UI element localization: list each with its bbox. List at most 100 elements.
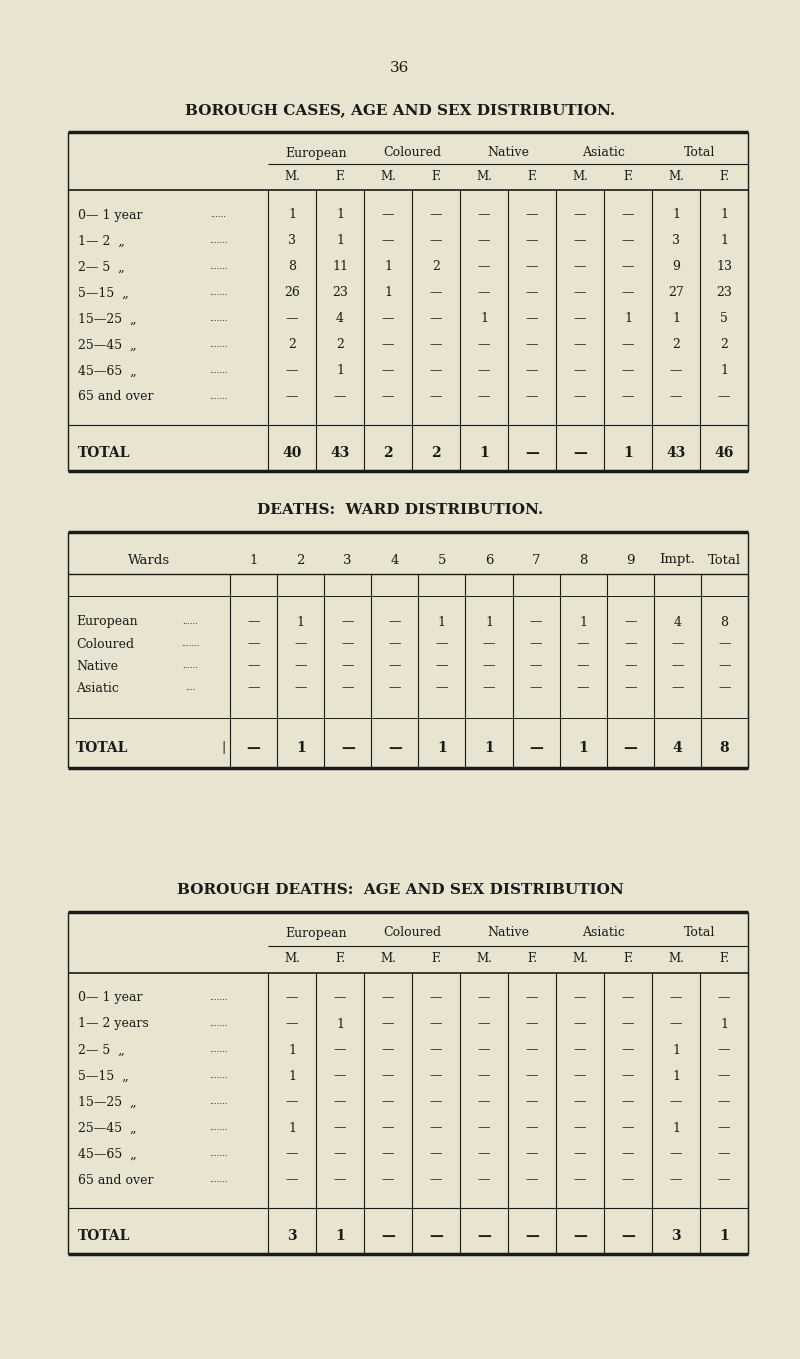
- Text: —: —: [622, 390, 634, 404]
- Text: F.: F.: [335, 953, 345, 965]
- Text: —: —: [526, 338, 538, 352]
- Text: —: —: [334, 1070, 346, 1083]
- Text: —: —: [526, 1121, 538, 1135]
- Text: —: —: [382, 235, 394, 247]
- Text: —: —: [718, 390, 730, 404]
- Text: ......: ......: [182, 662, 198, 670]
- Text: —: —: [670, 364, 682, 378]
- Text: 26: 26: [284, 287, 300, 299]
- Text: 5—15  „: 5—15 „: [78, 1070, 129, 1083]
- Text: —: —: [430, 1147, 442, 1161]
- Text: —: —: [526, 364, 538, 378]
- Text: —: —: [574, 208, 586, 222]
- Text: M.: M.: [476, 953, 492, 965]
- Text: .......: .......: [209, 993, 227, 1002]
- Text: 1: 1: [336, 364, 344, 378]
- Text: —: —: [624, 616, 637, 628]
- Text: 0— 1 year: 0— 1 year: [78, 208, 142, 222]
- Text: 7: 7: [532, 553, 540, 567]
- Text: F.: F.: [623, 953, 633, 965]
- Text: Asiatic: Asiatic: [76, 681, 119, 694]
- Text: —: —: [286, 1018, 298, 1030]
- Text: —: —: [526, 1147, 538, 1161]
- Text: —: —: [525, 446, 539, 459]
- Text: 13: 13: [716, 261, 732, 273]
- Text: —: —: [478, 338, 490, 352]
- Text: —: —: [334, 1174, 346, 1186]
- Text: Total: Total: [684, 147, 716, 159]
- Text: Native: Native: [487, 927, 529, 939]
- Text: ....: ....: [185, 684, 195, 692]
- Text: —: —: [574, 390, 586, 404]
- Text: 3: 3: [287, 1229, 297, 1243]
- Text: —: —: [478, 1121, 490, 1135]
- Text: 1: 1: [336, 235, 344, 247]
- Text: .......: .......: [209, 1021, 227, 1027]
- Text: 3: 3: [288, 235, 296, 247]
- Text: M.: M.: [572, 170, 588, 183]
- Text: 1: 1: [288, 1070, 296, 1083]
- Text: 3: 3: [671, 1229, 681, 1243]
- Text: 2: 2: [383, 446, 393, 459]
- Text: 4: 4: [390, 553, 399, 567]
- Text: —: —: [478, 1095, 490, 1109]
- Text: M.: M.: [668, 953, 684, 965]
- Text: —: —: [389, 681, 401, 694]
- Text: —: —: [382, 313, 394, 326]
- Text: —: —: [478, 364, 490, 378]
- Text: .......: .......: [209, 264, 227, 270]
- Text: 43: 43: [666, 446, 686, 459]
- Text: Asiatic: Asiatic: [582, 147, 626, 159]
- Text: 1: 1: [485, 616, 493, 628]
- Text: M.: M.: [380, 170, 396, 183]
- Text: 1— 2  „: 1— 2 „: [78, 235, 125, 247]
- Text: 1: 1: [384, 261, 392, 273]
- Text: .......: .......: [209, 236, 227, 245]
- Text: F.: F.: [719, 170, 729, 183]
- Text: 1: 1: [578, 741, 588, 756]
- Text: —: —: [530, 659, 542, 673]
- Text: —: —: [247, 681, 260, 694]
- Text: —: —: [430, 390, 442, 404]
- Text: —: —: [382, 1070, 394, 1083]
- Text: —: —: [574, 313, 586, 326]
- Text: 1: 1: [480, 313, 488, 326]
- Text: —: —: [670, 390, 682, 404]
- Text: .......: .......: [209, 393, 227, 401]
- Text: 1: 1: [437, 741, 446, 756]
- Text: —: —: [624, 659, 637, 673]
- Text: 1: 1: [288, 208, 296, 222]
- Text: 2: 2: [672, 338, 680, 352]
- Text: —: —: [526, 1095, 538, 1109]
- Text: 65 and over: 65 and over: [78, 1174, 154, 1186]
- Text: F.: F.: [431, 953, 441, 965]
- Text: —: —: [622, 364, 634, 378]
- Text: —: —: [286, 1147, 298, 1161]
- Text: .......: .......: [209, 367, 227, 375]
- Text: .......: .......: [209, 1098, 227, 1106]
- Text: —: —: [622, 1174, 634, 1186]
- Text: TOTAL: TOTAL: [78, 446, 130, 459]
- Text: —: —: [525, 1229, 539, 1243]
- Text: 23: 23: [716, 287, 732, 299]
- Text: .......: .......: [209, 1072, 227, 1080]
- Text: —: —: [430, 992, 442, 1004]
- Text: —: —: [623, 741, 638, 756]
- Text: .......: .......: [181, 640, 199, 648]
- Text: —: —: [382, 1174, 394, 1186]
- Text: —: —: [574, 1044, 586, 1056]
- Text: 2: 2: [720, 338, 728, 352]
- Text: 1: 1: [672, 1044, 680, 1056]
- Text: —: —: [382, 338, 394, 352]
- Text: 3: 3: [672, 235, 680, 247]
- Text: —: —: [430, 208, 442, 222]
- Text: 0— 1 year: 0— 1 year: [78, 992, 142, 1004]
- Text: —: —: [334, 1121, 346, 1135]
- Text: F.: F.: [335, 170, 345, 183]
- Text: —: —: [342, 659, 354, 673]
- Text: —: —: [526, 1070, 538, 1083]
- Text: 9: 9: [672, 261, 680, 273]
- Text: —: —: [430, 287, 442, 299]
- Text: 1: 1: [624, 313, 632, 326]
- Text: 1: 1: [438, 616, 446, 628]
